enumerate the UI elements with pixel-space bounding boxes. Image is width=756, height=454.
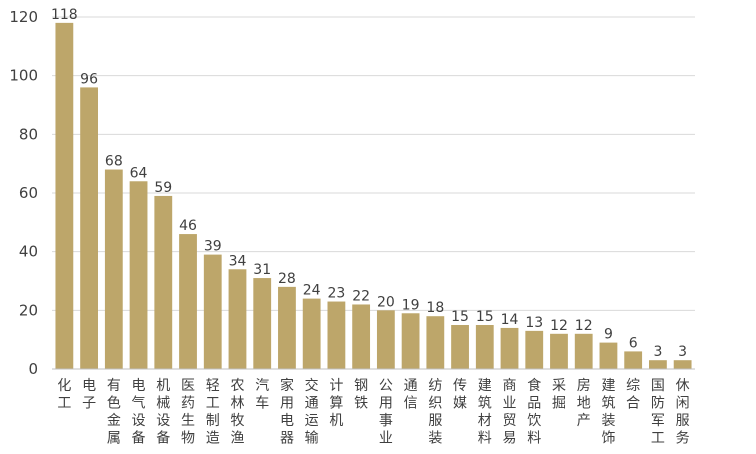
y-tick-label: 0 xyxy=(28,360,38,378)
data-label: 34 xyxy=(229,253,247,269)
x-category-label: 传媒 xyxy=(453,378,467,412)
x-category-label: 通信 xyxy=(404,378,418,412)
x-category-label: 纺织服装 xyxy=(428,378,442,447)
bar xyxy=(228,269,247,369)
data-label: 13 xyxy=(525,315,543,331)
data-label: 68 xyxy=(105,154,123,170)
data-label: 19 xyxy=(402,297,420,313)
bar xyxy=(179,234,197,369)
y-tick-label: 120 xyxy=(9,8,38,26)
gridlines xyxy=(52,16,695,311)
bar xyxy=(525,330,544,369)
bar xyxy=(327,301,346,369)
y-tick-label: 80 xyxy=(19,125,38,143)
x-category-label: 房地产 xyxy=(577,378,591,429)
x-category-label: 机械设备 xyxy=(156,378,170,447)
y-tick-label: 100 xyxy=(9,67,38,85)
bar xyxy=(451,325,469,369)
category-labels: 化工电子有色金属电气设备机械设备医药生物轻工制造农林牧渔汽车家用电器交通运输计算… xyxy=(57,377,689,447)
x-category-label: 医药生物 xyxy=(181,378,195,447)
data-label: 12 xyxy=(550,318,568,334)
bar xyxy=(475,325,494,369)
x-category-label: 采掘 xyxy=(552,378,566,412)
bar xyxy=(550,333,568,369)
bar xyxy=(129,181,148,369)
bars xyxy=(55,22,692,370)
x-category-label: 商业贸易 xyxy=(503,378,517,447)
y-tick-label: 40 xyxy=(19,243,38,261)
x-category-label: 国防军工 xyxy=(651,378,665,447)
data-label: 3 xyxy=(653,344,662,360)
data-label: 64 xyxy=(130,165,148,181)
bar xyxy=(500,327,519,369)
x-category-label: 有色金属 xyxy=(107,378,121,447)
data-label: 9 xyxy=(604,327,613,343)
bar xyxy=(649,360,667,369)
x-category-label: 轻工制造 xyxy=(206,378,220,447)
y-tick-label: 60 xyxy=(19,184,38,202)
data-label: 15 xyxy=(476,309,494,325)
bar xyxy=(302,298,321,369)
bar xyxy=(574,333,593,369)
data-label: 3 xyxy=(678,344,687,360)
x-category-label: 建筑装饰 xyxy=(601,378,615,447)
x-category-label: 休闲服务 xyxy=(676,378,690,447)
x-category-label: 农林牧渔 xyxy=(230,378,244,447)
data-label: 22 xyxy=(352,288,370,304)
x-category-label: 钢铁 xyxy=(354,378,368,412)
data-label: 59 xyxy=(154,180,172,196)
bar xyxy=(80,87,98,370)
bar xyxy=(104,169,123,369)
x-category-label: 计算机 xyxy=(329,378,343,429)
data-label: 12 xyxy=(575,318,593,334)
data-label: 20 xyxy=(377,294,395,310)
y-tick-label: 20 xyxy=(19,301,38,319)
bar xyxy=(203,254,222,369)
x-category-label: 电气设备 xyxy=(132,378,146,447)
y-axis-ticks: 0 20 40 60 80 100 120 xyxy=(9,8,38,378)
x-category-label: 公用事业 xyxy=(379,378,393,447)
data-label: 31 xyxy=(253,262,271,278)
bar xyxy=(599,342,618,369)
data-label: 28 xyxy=(278,271,296,287)
x-category-label: 汽车 xyxy=(255,378,269,412)
bar xyxy=(253,278,272,369)
data-label: 6 xyxy=(629,335,638,351)
data-label: 15 xyxy=(451,309,469,325)
bar xyxy=(376,310,395,369)
bar xyxy=(673,360,692,369)
bar xyxy=(352,304,371,369)
x-category-label: 综合 xyxy=(626,378,640,412)
x-category-label: 交通运输 xyxy=(305,377,319,447)
x-category-label: 家用电器 xyxy=(280,377,294,447)
data-label: 24 xyxy=(303,283,321,299)
bar xyxy=(401,313,420,369)
bar xyxy=(154,195,173,369)
data-label: 39 xyxy=(204,239,222,255)
x-category-label: 建筑材料 xyxy=(478,378,492,447)
bar xyxy=(278,286,296,369)
bar xyxy=(55,22,74,369)
bar xyxy=(624,351,643,369)
x-category-label: 食品饮料 xyxy=(527,377,541,447)
data-label: 46 xyxy=(179,218,197,234)
data-label: 118 xyxy=(51,7,78,23)
data-label: 23 xyxy=(327,286,345,302)
data-label: 18 xyxy=(426,300,444,316)
x-category-label: 化工 xyxy=(57,378,71,412)
bar xyxy=(426,316,445,369)
data-label: 14 xyxy=(501,312,519,328)
data-label: 96 xyxy=(80,71,98,87)
x-category-label: 电子 xyxy=(82,378,96,412)
